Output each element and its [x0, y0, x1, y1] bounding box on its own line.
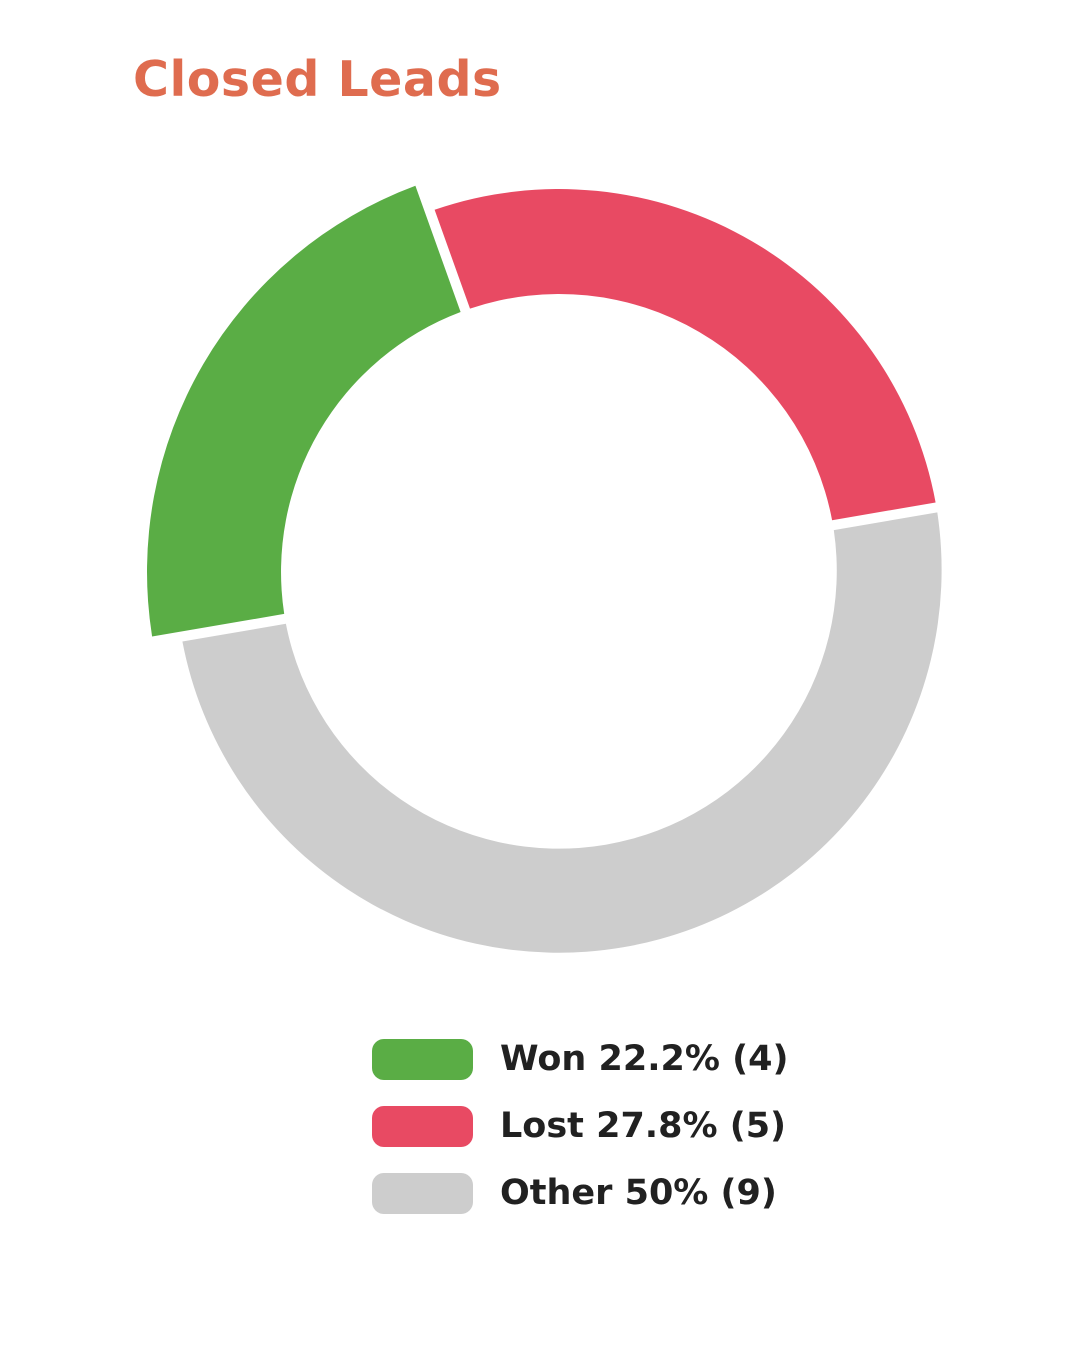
chart-legend: Won 22.2% (4) Lost 27.8% (5) Other 50% (… [372, 1039, 788, 1214]
legend-item-won[interactable]: Won 22.2% (4) [372, 1039, 788, 1080]
donut-segment-other[interactable] [182, 512, 942, 953]
legend-label-won: Won 22.2% (4) [500, 1039, 789, 1079]
legend-item-lost[interactable]: Lost 27.8% (5) [372, 1106, 788, 1147]
donut-chart [147, 185, 942, 953]
legend-item-other[interactable]: Other 50% (9) [372, 1173, 788, 1214]
legend-swatch-won[interactable] [372, 1039, 473, 1080]
legend-swatch-lost[interactable] [372, 1106, 473, 1147]
chart-title: Closed Leads [133, 51, 502, 108]
donut-segment-won[interactable] [147, 185, 461, 637]
legend-label-other: Other 50% (9) [500, 1173, 777, 1213]
legend-swatch-other[interactable] [372, 1173, 473, 1214]
donut-segment-lost[interactable] [434, 189, 936, 521]
legend-label-lost: Lost 27.8% (5) [500, 1106, 787, 1146]
